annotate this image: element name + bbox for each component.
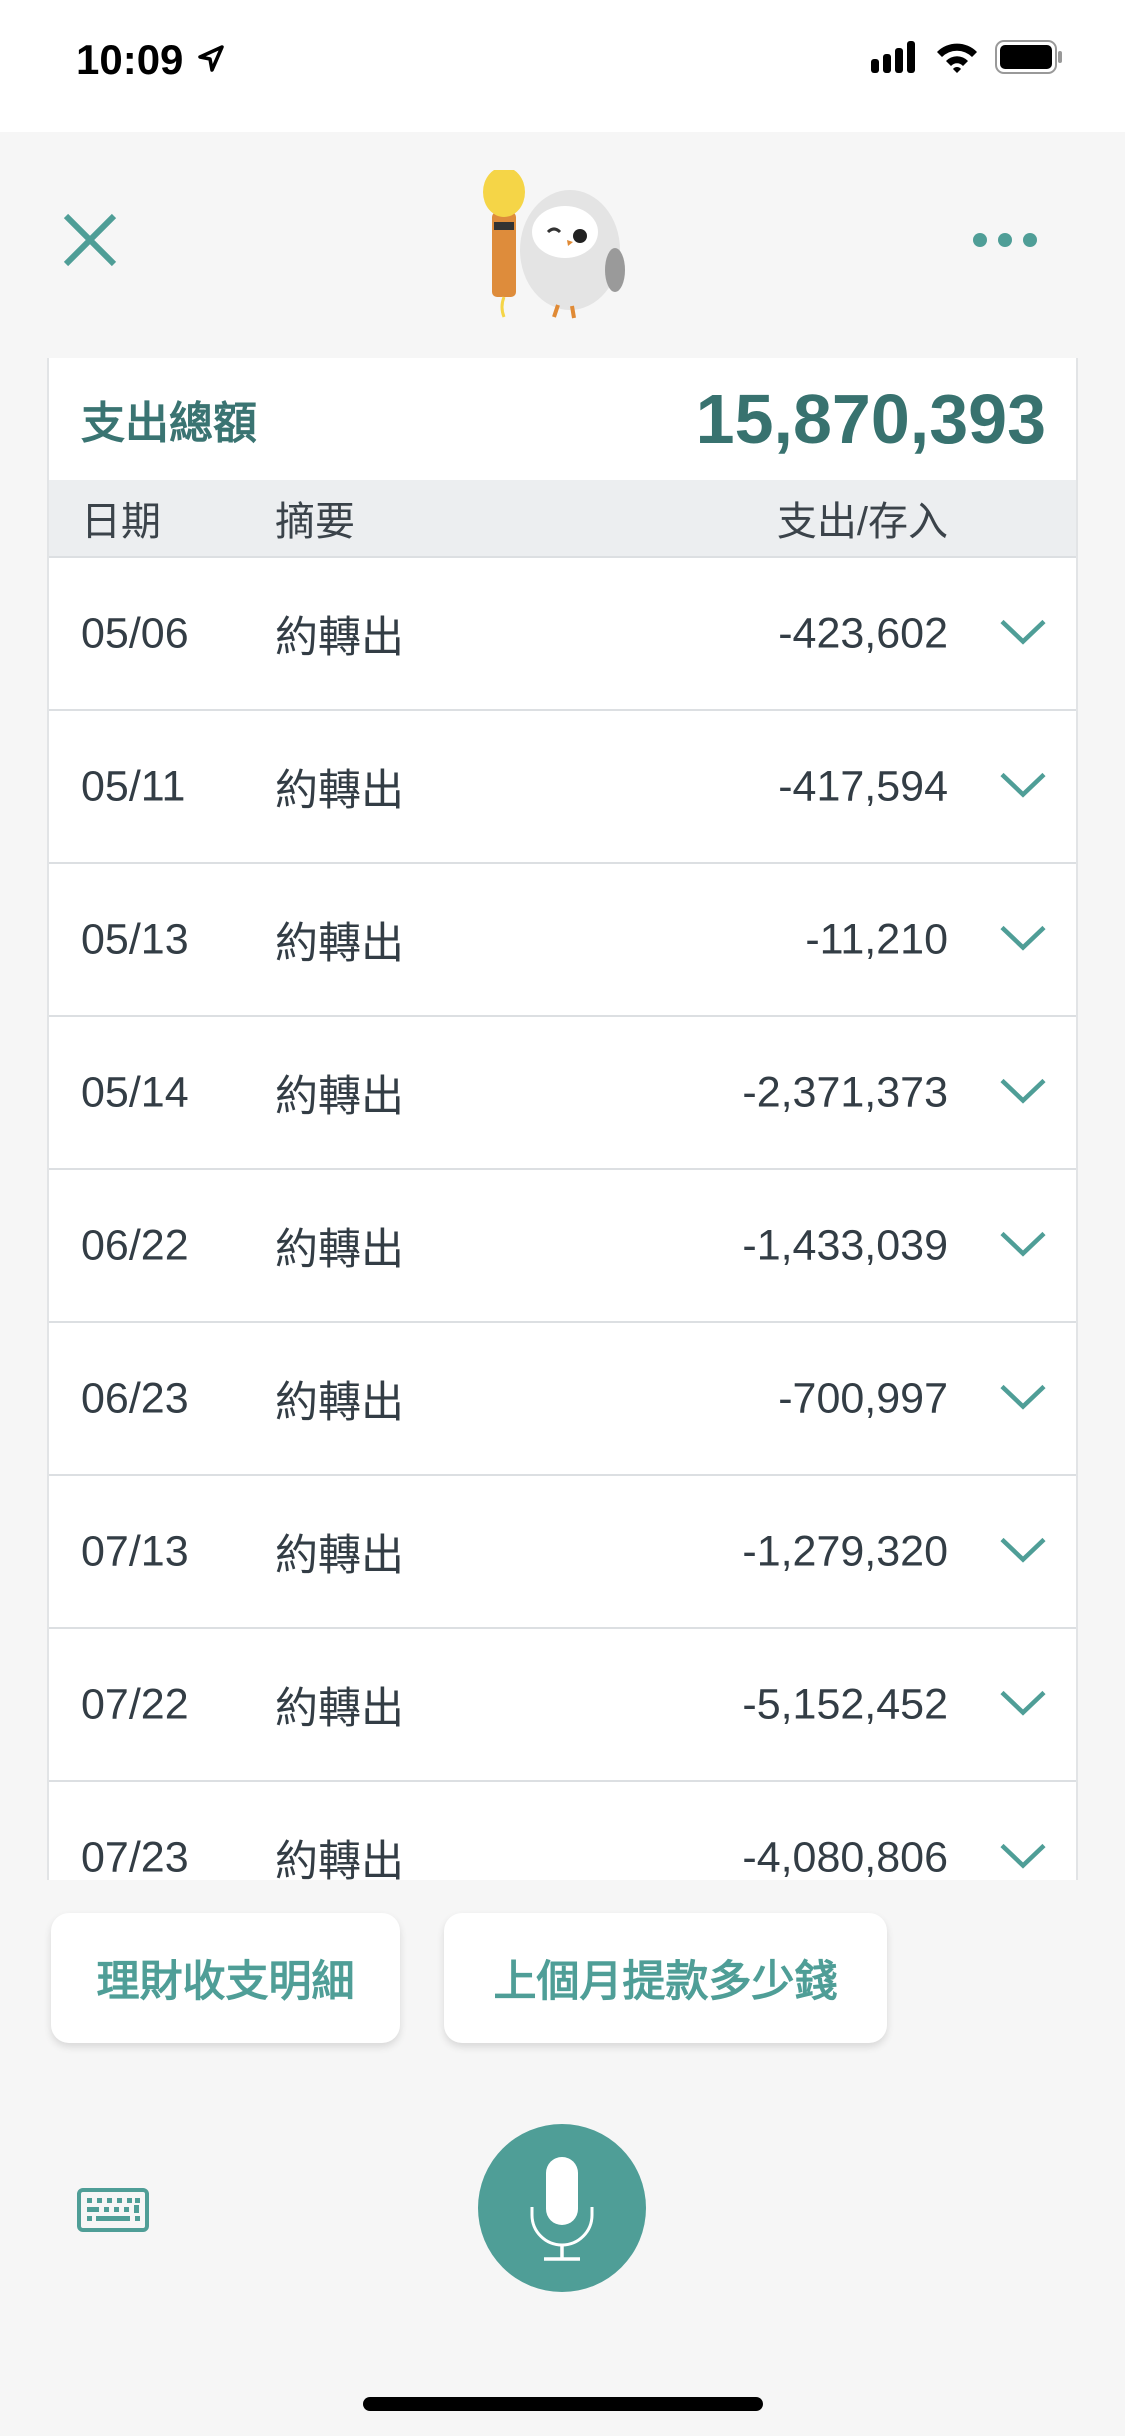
row-description: 約轉出 <box>275 1072 404 1121</box>
wifi-icon <box>937 43 977 73</box>
header-date: 日期 <box>81 500 161 544</box>
chevron-down-icon[interactable] <box>998 1680 1048 1729</box>
microphone-icon <box>530 2157 594 2261</box>
owl-mascot-icon <box>483 170 625 319</box>
header-amount: 支出/存入 <box>776 500 948 544</box>
table-header: 日期 摘要 支出/存入 <box>49 480 1076 558</box>
chevron-down-icon[interactable] <box>998 1833 1048 1880</box>
row-description: 約轉出 <box>275 1531 404 1580</box>
signal-icon <box>871 41 915 73</box>
status-bar: 10:09 <box>0 0 1125 132</box>
row-date: 05/14 <box>81 1068 189 1116</box>
total-value: 15,870,393 <box>695 380 1046 458</box>
suggestion-chip-wealth-details[interactable]: 理財收支明細 <box>51 1913 400 2043</box>
row-amount: -4,080,806 <box>742 1833 948 1880</box>
table-row[interactable]: 05/06 約轉出 -423,602 <box>49 558 1076 711</box>
row-amount: -11,210 <box>805 915 948 963</box>
table-row[interactable]: 05/14 約轉出 -2,371,373 <box>49 1017 1076 1170</box>
table-row[interactable]: 05/13 約轉出 -11,210 <box>49 864 1076 1017</box>
row-amount: -5,152,452 <box>742 1680 948 1728</box>
row-date: 06/23 <box>81 1374 189 1422</box>
suggestion-chip-last-month-withdrawal[interactable]: 上個月提款多少錢 <box>444 1913 887 2043</box>
home-indicator <box>363 2397 763 2411</box>
chevron-down-icon[interactable] <box>998 1527 1048 1576</box>
chevron-down-icon[interactable] <box>998 1374 1048 1423</box>
keyboard-icon[interactable] <box>77 2188 149 2232</box>
row-description: 約轉出 <box>275 1225 404 1274</box>
table-body[interactable]: 05/06 約轉出 -423,602 05/11 約轉出 -417,594 05… <box>49 558 1076 1880</box>
total-label: 支出總額 <box>81 399 257 448</box>
chevron-down-icon[interactable] <box>998 1068 1048 1117</box>
location-icon <box>198 45 224 72</box>
row-amount: -2,371,373 <box>742 1068 948 1116</box>
table-row[interactable]: 07/13 約轉出 -1,279,320 <box>49 1476 1076 1629</box>
row-date: 06/22 <box>81 1221 189 1269</box>
row-description: 約轉出 <box>275 1837 404 1881</box>
header-summary: 摘要 <box>275 500 355 544</box>
row-date: 07/23 <box>81 1833 189 1880</box>
close-icon[interactable] <box>62 212 118 268</box>
row-amount: -423,602 <box>778 609 948 657</box>
chevron-down-icon[interactable] <box>998 762 1048 811</box>
row-description: 約轉出 <box>275 613 404 662</box>
row-amount: -700,997 <box>778 1374 948 1422</box>
row-date: 05/06 <box>81 609 189 657</box>
chevron-down-icon[interactable] <box>998 1221 1048 1270</box>
status-time: 10:09 <box>76 36 184 83</box>
chevron-down-icon[interactable] <box>998 609 1048 658</box>
row-amount: -1,433,039 <box>742 1221 948 1269</box>
row-date: 05/13 <box>81 915 189 963</box>
table-row[interactable]: 06/22 約轉出 -1,433,039 <box>49 1170 1076 1323</box>
transactions-card: 支出總額 15,870,393 日期 摘要 支出/存入 05/06 約轉出 -4… <box>47 358 1078 1880</box>
row-description: 約轉出 <box>275 766 404 815</box>
chevron-down-icon[interactable] <box>998 915 1048 964</box>
row-date: 07/22 <box>81 1680 189 1728</box>
table-row[interactable]: 07/22 約轉出 -5,152,452 <box>49 1629 1076 1782</box>
row-amount: -417,594 <box>778 762 948 810</box>
table-row[interactable]: 07/23 約轉出 -4,080,806 <box>49 1782 1076 1880</box>
row-date: 07/13 <box>81 1527 189 1575</box>
microphone-button[interactable] <box>478 2124 646 2292</box>
row-amount: -1,279,320 <box>742 1527 948 1575</box>
row-description: 約轉出 <box>275 1684 404 1733</box>
battery-icon <box>995 40 1062 74</box>
row-description: 約轉出 <box>275 919 404 968</box>
summary-row: 支出總額 15,870,393 <box>49 358 1076 480</box>
more-icon[interactable] <box>970 230 1040 250</box>
table-row[interactable]: 05/11 約轉出 -417,594 <box>49 711 1076 864</box>
table-row[interactable]: 06/23 約轉出 -700,997 <box>49 1323 1076 1476</box>
row-date: 05/11 <box>81 762 186 810</box>
row-description: 約轉出 <box>275 1378 404 1427</box>
